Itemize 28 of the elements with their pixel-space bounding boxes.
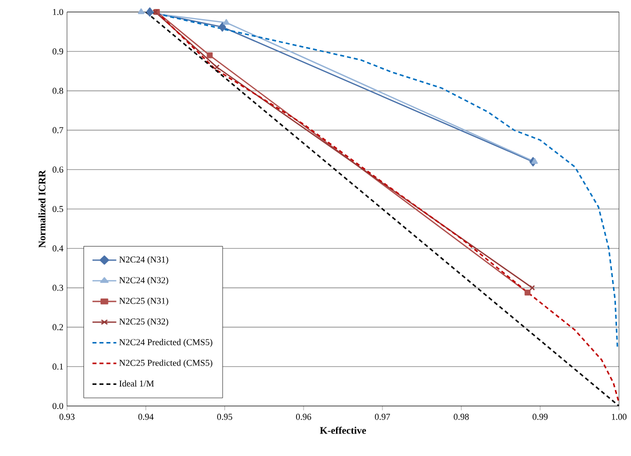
y-tick-label: 0.4	[52, 245, 64, 252]
x-axis-title: K-effective	[320, 426, 366, 434]
x-tick-label: 0.98	[454, 414, 469, 420]
y-tick-label: 0.1	[52, 364, 63, 370]
y-tick-label: 0.5	[52, 206, 64, 212]
x-tick-label: 0.97	[374, 414, 390, 420]
y-axis-title: Normalized ICRR	[38, 170, 46, 248]
legend-label: N2C25 (N32)	[119, 318, 168, 326]
x-tick-label: 0.99	[532, 414, 548, 420]
legend-label: N2C24 Predicted (CMS5)	[119, 338, 212, 348]
y-tick-label: 0.3	[52, 284, 64, 291]
legend-label: N2C24 (N31)	[119, 256, 168, 264]
y-tick-label: 0.9	[52, 48, 64, 54]
x-tick-label: 0.95	[217, 414, 232, 420]
y-tick-label: 0.7	[52, 127, 64, 134]
x-tick-label: 0.93	[60, 414, 75, 420]
x-tick-label: 0.94	[138, 414, 154, 420]
legend-label: Ideal 1/M	[119, 380, 154, 387]
legend-label: N2C25 Predicted (CMS5)	[119, 360, 212, 368]
legend-label: N2C24 (N32)	[119, 276, 168, 286]
legend-label: N2C25 (N31)	[119, 298, 168, 306]
y-tick-label: 0.8	[52, 88, 64, 94]
y-tick-label: 0.6	[52, 166, 64, 173]
y-tick-label: 0.0	[52, 402, 64, 410]
y-tick-label: 1.0	[53, 8, 64, 16]
y-tick-label: 0.2	[52, 324, 63, 330]
x-tick-label: 1.00	[612, 414, 627, 420]
x-tick-label: 0.96	[296, 414, 312, 420]
